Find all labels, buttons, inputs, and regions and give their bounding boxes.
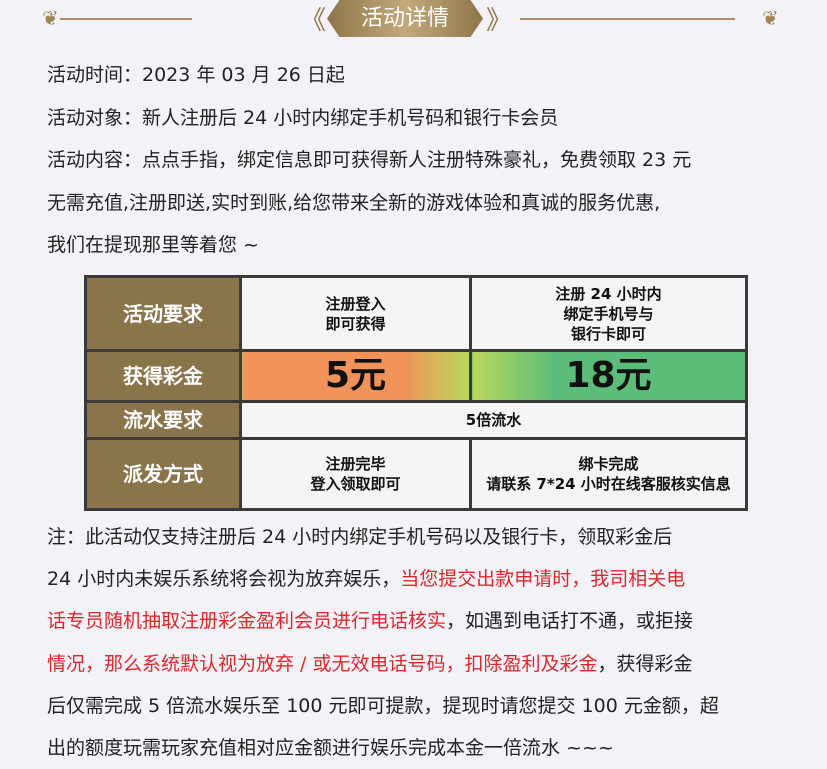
- note-line: 情况，那么系统默认视为放弃 / 或无效电话号码，扣除盈利及彩金，获得彩金: [47, 653, 693, 675]
- table-row: 流水要求 5倍流水: [84, 400, 748, 440]
- activity-target: 活动对象：新人注册后 24 小时内绑定手机号码和银行卡会员: [47, 107, 559, 129]
- activity-content-2: 无需充值,注册即送,实时到账,给您带来全新的游戏体验和真诚的服务优惠,: [47, 192, 661, 214]
- table-cell: 注册完毕 登入领取即可: [239, 437, 472, 511]
- note-line: 注：此活动仅支持注册后 24 小时内绑定手机号码以及银行卡，领取彩金后: [47, 526, 673, 548]
- chevron-right-icon: 》: [486, 6, 513, 36]
- note-line: 话专员随机抽取注册彩金盈利会员进行电话核实，如遇到电话打不通，或拒接: [47, 610, 694, 632]
- divider-left: [60, 18, 192, 20]
- note-line: 24 小时内未娱乐系统将会视为放弃娱乐，当您提交出款申请时，我司相关电: [47, 568, 686, 590]
- ornament-left-icon: ❦: [42, 6, 59, 30]
- note-line: 后仅需完成 5 倍流水娱乐至 100 元即可提款，提现时请您提交 100 元金额…: [47, 695, 719, 717]
- table-cell: 注册 24 小时内 绑定手机号与 银行卡即可: [469, 275, 748, 352]
- ornament-right-icon: ❦: [762, 6, 779, 30]
- activity-table: 活动要求 注册登入 即可获得 注册 24 小时内 绑定手机号与 银行卡即可 获得…: [84, 275, 748, 511]
- table-cell: 5倍流水: [239, 400, 748, 440]
- bonus-18: 18元: [469, 349, 748, 403]
- activity-content-3: 我们在提现那里等着您 ~: [47, 234, 259, 256]
- table-row: 获得彩金 5元 18元: [84, 349, 748, 403]
- activity-time: 活动时间：2023 年 03 月 26 日起: [47, 64, 345, 86]
- row-label: 获得彩金: [84, 349, 242, 403]
- table-cell: 绑卡完成 请联系 7*24 小时在线客服核实信息: [469, 437, 748, 511]
- table-row: 派发方式 注册完毕 登入领取即可 绑卡完成 请联系 7*24 小时在线客服核实信…: [84, 437, 748, 511]
- row-label: 活动要求: [84, 275, 242, 352]
- bonus-5: 5元: [239, 349, 472, 403]
- row-label: 派发方式: [84, 437, 242, 511]
- row-label: 流水要求: [84, 400, 242, 440]
- table-cell: 注册登入 即可获得: [239, 275, 472, 352]
- activity-content: 活动内容：点点手指，绑定信息即可获得新人注册特殊豪礼，免费领取 23 元: [47, 149, 692, 171]
- table-row: 活动要求 注册登入 即可获得 注册 24 小时内 绑定手机号与 银行卡即可: [84, 275, 748, 352]
- divider-right: [520, 18, 735, 20]
- section-title: 活动详情: [327, 0, 483, 37]
- chevron-left-icon: 《: [300, 6, 327, 36]
- note-line: 出的额度玩需玩家充值相对应金额进行娱乐完成本金一倍流水 ~~~: [47, 737, 614, 759]
